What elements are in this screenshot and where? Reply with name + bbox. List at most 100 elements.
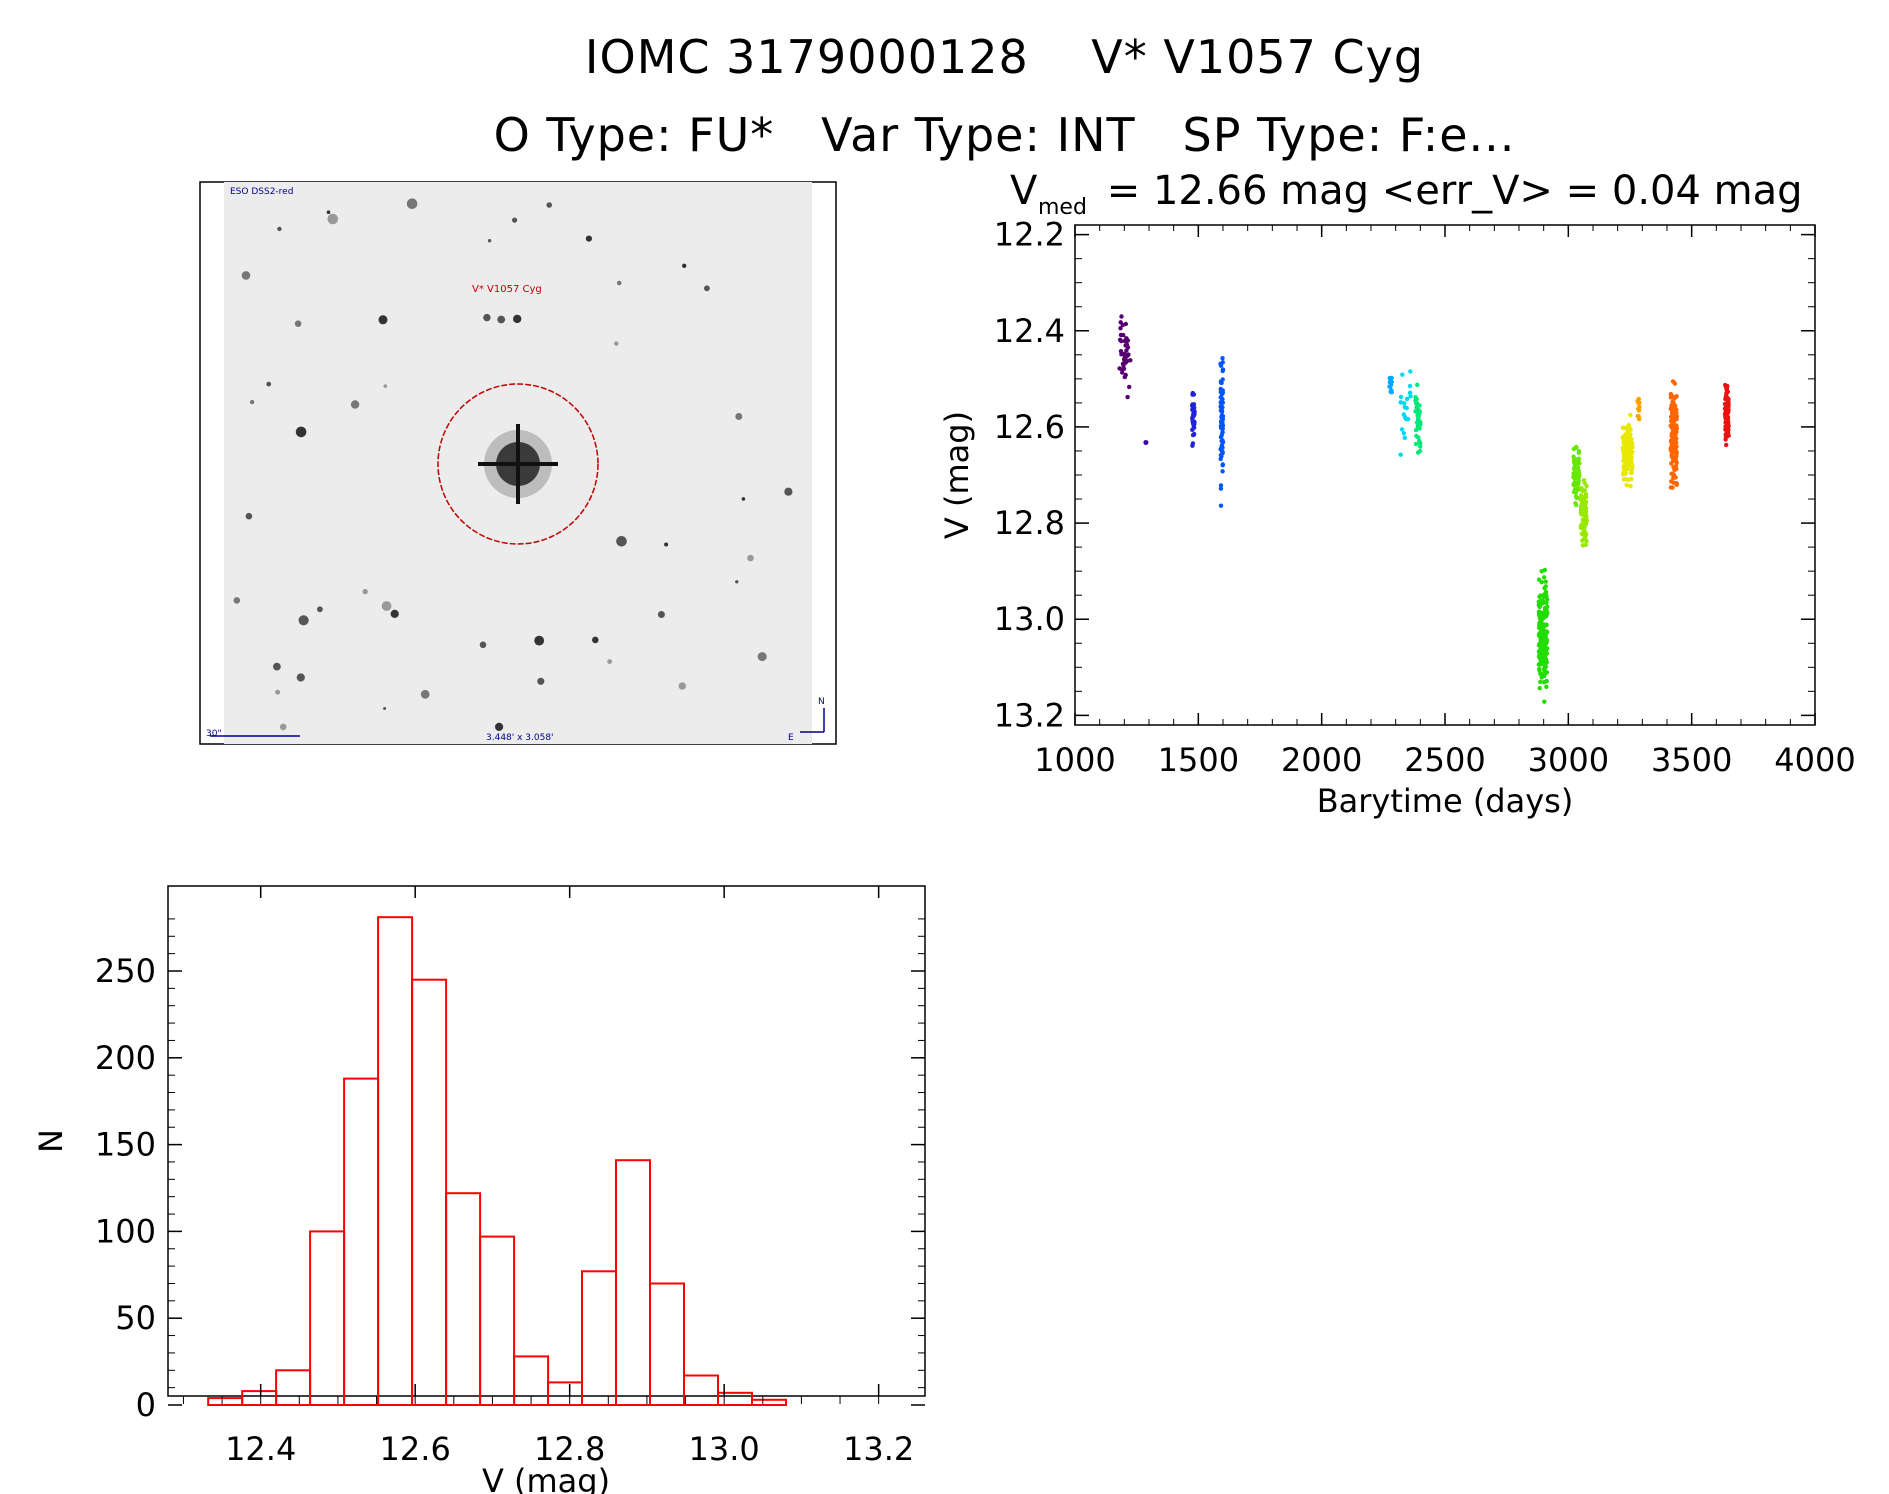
lc-point-s8 [1544, 622, 1549, 628]
page-subtitle: O Type: FU* Var Type: INT SP Type: F:e..… [493, 108, 1516, 162]
histogram-bar [309, 1230, 346, 1407]
lc-point-s8 [1544, 684, 1549, 689]
field-star [241, 271, 251, 280]
lc-ytick-label: 12.6 [994, 408, 1065, 446]
field-star [741, 497, 746, 501]
field-star [390, 609, 399, 619]
hist-xtick-label: 12.4 [225, 1430, 296, 1468]
lc-xtick-label: 4000 [1774, 741, 1855, 779]
histogram-xlabel: V (mag) [482, 1462, 610, 1494]
lc-point-s4 [1218, 395, 1223, 400]
lc-point-s3 [1192, 421, 1197, 427]
lc-point-s8 [1538, 593, 1543, 598]
lc-point-s8 [1538, 625, 1544, 630]
lc-point-s9 [1572, 470, 1578, 476]
lc-point-s4 [1218, 503, 1224, 508]
lc-point-s11 [1621, 439, 1626, 444]
lc-point-s4 [1220, 377, 1225, 382]
field-star [249, 399, 255, 405]
field-star [233, 597, 241, 604]
lc-point-s1 [1125, 345, 1131, 350]
field-star [585, 235, 593, 242]
histogram-bar [751, 1398, 787, 1407]
lc-point-s10 [1583, 521, 1589, 527]
lc-point-s8 [1543, 579, 1548, 584]
lc-point-s13 [1674, 482, 1679, 487]
field-star [546, 202, 552, 208]
lc-point-s4 [1219, 443, 1225, 448]
lc-point-s5 [1388, 382, 1394, 387]
lc-point-s8 [1543, 664, 1549, 670]
lc-point-s6 [1398, 452, 1403, 457]
survey-label: ESO DSS2-red [230, 187, 293, 197]
lc-point-s7 [1414, 420, 1420, 425]
lc-point-s4 [1219, 413, 1225, 418]
field-star [383, 707, 387, 710]
lc-point-s9 [1576, 456, 1582, 461]
lc-point-s3 [1190, 403, 1196, 409]
histogram-bars [207, 916, 787, 1407]
lc-point-s6 [1408, 369, 1413, 374]
lc-point-s13 [1674, 449, 1679, 455]
lc-point-s9 [1573, 490, 1579, 495]
lc-point-s2 [1143, 440, 1148, 445]
histogram-bar [275, 1369, 312, 1407]
lc-point-s1 [1122, 374, 1128, 380]
lc-point-s6 [1404, 396, 1410, 402]
lc-point-s13 [1669, 431, 1675, 436]
lc-point-s4 [1219, 419, 1224, 424]
lightcurve-chart: V med = 12.66 mag <err_V> = 0.04 mag 100… [938, 168, 1856, 820]
lc-point-s6 [1402, 401, 1407, 406]
lightcurve-title-prefix: V [1010, 168, 1038, 214]
hist-ytick-label: 0 [136, 1386, 156, 1424]
lc-point-s8 [1539, 662, 1544, 667]
scale-label: 30" [206, 729, 222, 739]
lc-point-s8 [1538, 679, 1543, 685]
lightcurve-xlabel: Barytime (days) [1317, 782, 1574, 820]
lc-point-s3 [1190, 392, 1195, 397]
histogram-ticks: 12.4 12.6 12.8 13.0 13.2 0 50 100 150 200 250 [95, 886, 925, 1468]
field-star [513, 314, 522, 324]
field-star [327, 213, 339, 225]
lc-point-s8 [1542, 635, 1547, 641]
lc-point-s13 [1669, 393, 1675, 399]
lc-point-s11 [1624, 451, 1629, 456]
lc-ytick-label: 13.2 [994, 696, 1065, 734]
lc-point-s4 [1218, 456, 1223, 462]
lc-point-s13 [1669, 479, 1674, 484]
lc-point-s11 [1627, 426, 1633, 431]
lc-point-s13 [1668, 439, 1674, 444]
lc-point-s11 [1628, 484, 1633, 489]
lc-point-s4 [1219, 439, 1225, 444]
lc-point-s8 [1542, 641, 1548, 647]
lc-point-s14 [1725, 430, 1731, 435]
lc-point-s8 [1539, 569, 1544, 574]
lc-point-s11 [1628, 432, 1633, 437]
lc-point-s13 [1671, 457, 1676, 462]
histogram-chart: 12.4 12.6 12.8 13.0 13.2 0 50 100 150 200 250 V (m… [32, 885, 926, 1494]
lc-point-s6 [1407, 383, 1413, 389]
north-label: N [818, 697, 825, 707]
lc-point-s11 [1626, 446, 1631, 452]
field-star [682, 263, 687, 268]
lc-point-s3 [1192, 409, 1197, 414]
lc-point-s14 [1725, 383, 1730, 389]
field-star [483, 313, 491, 322]
field-star [592, 636, 599, 644]
lc-point-s13 [1671, 475, 1676, 481]
lc-point-s6 [1398, 400, 1403, 405]
lc-point-s8 [1542, 699, 1547, 704]
lc-point-s1 [1118, 349, 1124, 354]
lightcurve-title-rest: = 12.66 mag <err_V> = 0.04 mag [1094, 168, 1803, 214]
hist-ytick-label: 250 [95, 952, 156, 990]
lc-point-s1 [1119, 314, 1124, 319]
lc-ytick-label: 13.0 [994, 600, 1065, 638]
lc-ytick-label: 12.2 [994, 216, 1065, 254]
lc-point-s12 [1636, 400, 1641, 405]
lc-xtick-label: 2500 [1404, 741, 1485, 779]
field-star [275, 689, 281, 695]
lc-point-s8 [1541, 680, 1547, 685]
lc-point-s13 [1669, 415, 1675, 420]
lc-point-s8 [1538, 630, 1543, 636]
lc-point-s1 [1125, 394, 1130, 400]
